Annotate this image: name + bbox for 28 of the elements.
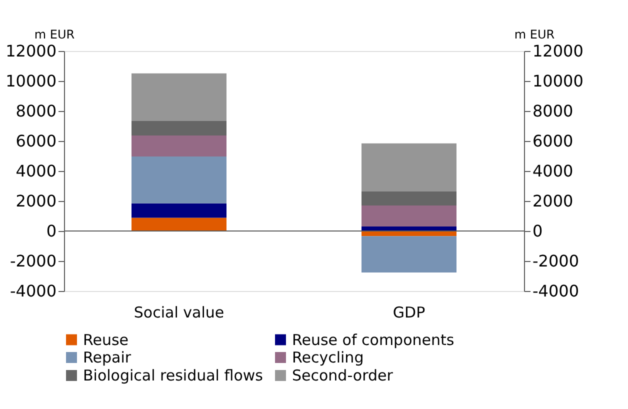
y-tick-label: 12000: [6, 42, 56, 60]
y2-tick-label: 10000: [532, 72, 584, 90]
y2-tick-label: -4000: [532, 282, 579, 300]
y-tick-label: -2000: [10, 252, 56, 270]
y-tick-label: 8000: [16, 102, 56, 120]
y2-tick-label: 8000: [532, 102, 574, 120]
y2-axis-title: m EUR: [514, 28, 555, 42]
y-tick-label: 0: [46, 222, 56, 240]
y-tick-label: 6000: [16, 132, 56, 150]
y-tick-label: 2000: [16, 192, 56, 210]
legend-label: Recycling: [292, 348, 364, 366]
y-tick-label: 4000: [16, 162, 56, 180]
y-tick-label: 10000: [6, 72, 56, 90]
x-tick-label: Social value: [134, 304, 224, 322]
y2-tick-label: 2000: [532, 192, 574, 210]
y2-tick-label: -2000: [532, 252, 579, 270]
legend-label: Biological residual flows: [83, 366, 264, 384]
y-tick-label: -4000: [10, 282, 56, 300]
legend-label: Reuse of components: [292, 330, 454, 349]
y2-tick-label: 12000: [532, 42, 584, 60]
x-tick-label: GDP: [392, 304, 426, 322]
y2-tick-label: 6000: [532, 132, 574, 150]
legend-label: Repair: [83, 348, 132, 366]
y2-tick-label: 4000: [532, 162, 574, 180]
y-axis-title: m EUR: [34, 28, 75, 42]
legend-label: Reuse: [83, 330, 129, 349]
y2-tick-label: 0: [532, 222, 543, 240]
legend-label: Second-order: [292, 366, 394, 384]
